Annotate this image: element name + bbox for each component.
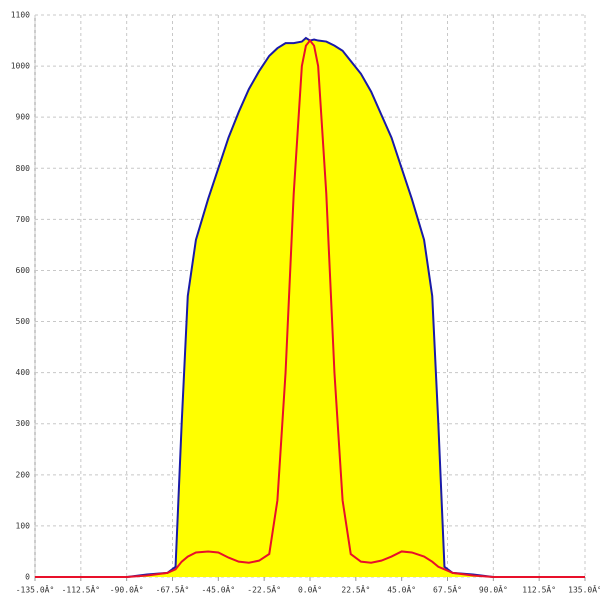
y-tick-label: 400: [16, 368, 31, 377]
x-tick-label: -90.0Â°: [110, 584, 144, 595]
y-tick-label: 1100: [11, 11, 30, 20]
y-tick-label: 500: [16, 317, 31, 326]
y-tick-label: 700: [16, 215, 31, 224]
y-tick-label: 900: [16, 113, 31, 122]
x-tick-label: -45.0Â°: [201, 584, 235, 595]
x-tick-label: -112.5Â°: [62, 584, 101, 595]
line: [35, 38, 585, 578]
x-tick-label: 0.0Â°: [298, 584, 322, 595]
y-tick-label: 100: [16, 521, 31, 530]
x-tick-label: 22.5Â°: [341, 584, 370, 595]
x-tick-label: -67.5Â°: [156, 584, 190, 595]
x-tick-label: 112.5Â°: [522, 584, 556, 595]
x-tick-label: 45.0Â°: [387, 584, 416, 595]
x-tick-label: 90.0Â°: [479, 584, 508, 595]
x-tick-label: 135.0Â°: [568, 584, 600, 595]
y-tick-label: 1000: [11, 62, 30, 71]
x-tick-label: -22.5Â°: [247, 584, 281, 595]
x-tick-label: 67.5Â°: [433, 584, 462, 595]
x-tick-label: -135.0Â°: [16, 584, 55, 595]
y-tick-label: 800: [16, 164, 31, 173]
y-tick-label: 300: [16, 419, 31, 428]
y-tick-label: 0: [25, 573, 30, 582]
y-tick-label: 600: [16, 266, 31, 275]
y-tick-label: 200: [16, 470, 31, 479]
area-fill: [35, 37, 585, 578]
